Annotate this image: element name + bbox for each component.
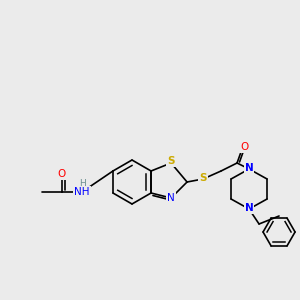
Text: S: S: [199, 173, 207, 183]
Text: N: N: [167, 193, 175, 203]
Text: O: O: [57, 169, 65, 179]
Text: O: O: [240, 142, 248, 152]
Text: NH: NH: [74, 187, 90, 197]
Text: N: N: [245, 163, 254, 173]
Text: S: S: [167, 156, 175, 166]
Text: N: N: [245, 203, 254, 213]
Text: H: H: [79, 179, 86, 188]
